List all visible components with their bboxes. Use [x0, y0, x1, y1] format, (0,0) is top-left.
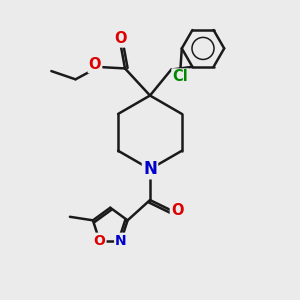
Text: O: O [94, 234, 106, 248]
Text: N: N [115, 234, 127, 248]
Text: O: O [171, 203, 183, 218]
Text: N: N [143, 160, 157, 178]
Text: O: O [89, 57, 101, 72]
Text: O: O [114, 32, 127, 46]
Text: Cl: Cl [172, 70, 188, 85]
